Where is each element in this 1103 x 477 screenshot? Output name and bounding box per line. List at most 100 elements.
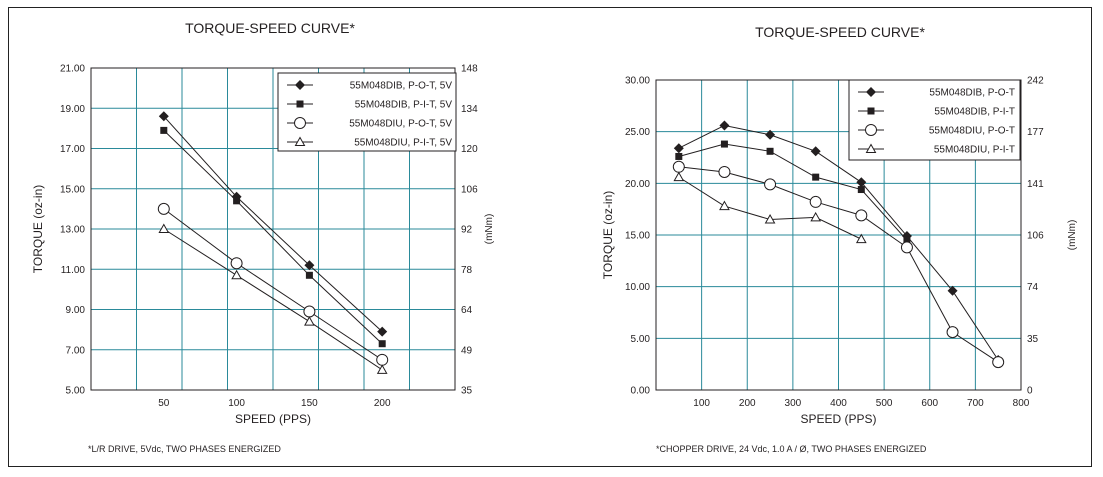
data-point (376, 353, 389, 366)
y-tick-label: 7.00 (66, 345, 86, 356)
data-point (809, 195, 822, 208)
series-line (678, 166, 999, 363)
series-3 (157, 202, 389, 366)
data-point (157, 202, 170, 215)
x-tick-label: 300 (785, 398, 802, 409)
data-point (672, 160, 685, 173)
chart-2: TORQUE-SPEED CURVE* 100 200 300 400 500 600 700… (601, 24, 1078, 454)
legend: 55M048DIB, P-O-T 55M048DIB, P-I-T 55M048DI… (848, 79, 1021, 161)
x-axis-label: SPEED (PPS) (800, 412, 876, 426)
chart-footnote: *L/R DRIVE, 5Vdc, TWO PHASES ENERGIZED (88, 444, 281, 454)
data-point (673, 143, 684, 154)
series-line (163, 130, 383, 345)
plot-area-border (90, 67, 456, 391)
data-point (675, 152, 683, 160)
y-tick-label: 0.00 (631, 386, 651, 397)
x-tick-label: 200 (374, 398, 391, 409)
legend-marker (866, 87, 876, 97)
y2-tick-label: 106 (1027, 231, 1044, 242)
y2-tick-label: 106 (461, 184, 478, 195)
data-point (230, 257, 243, 270)
x-tick-label: 100 (228, 398, 245, 409)
y-tick-label: 9.00 (66, 305, 86, 316)
figure-frame (8, 7, 1092, 467)
y-tick-label: 20.00 (625, 179, 650, 190)
x-tick-label: 400 (830, 398, 847, 409)
legend-label: 55M048DIU, P-O-T, 5V (349, 119, 452, 130)
data-point (812, 173, 820, 181)
data-point (764, 213, 776, 224)
data-point (900, 241, 913, 254)
y-tick-label: 19.00 (60, 104, 85, 115)
legend-marker (294, 136, 306, 146)
x-tick-label: 100 (693, 398, 710, 409)
x-tick-label: 50 (158, 398, 170, 409)
y2-axis-label: (mNm) (1067, 220, 1078, 251)
legend-label: 55M048DIB, P-I-T, 5V (355, 100, 453, 111)
data-point (810, 211, 822, 222)
data-point (992, 356, 1005, 369)
data-point (305, 271, 313, 279)
y2-tick-label: 242 (1027, 76, 1044, 87)
legend-marker (867, 107, 875, 115)
data-point (766, 147, 774, 155)
data-point (855, 209, 868, 222)
data-point (720, 140, 728, 148)
series-line (678, 143, 908, 241)
x-tick-label: 500 (876, 398, 893, 409)
y-tick-label: 5.00 (631, 334, 651, 345)
y2-axis-label: (mNm) (484, 214, 495, 245)
legend-marker (294, 117, 306, 129)
data-point (857, 186, 865, 194)
legend-label: 55M048DIB, P-O-T, 5V (350, 81, 453, 92)
legend-marker (296, 100, 304, 108)
data-point (303, 305, 316, 318)
data-point (719, 200, 730, 211)
chart-title: TORQUE-SPEED CURVE* (185, 20, 355, 36)
data-point (810, 146, 821, 157)
data-point (158, 111, 169, 122)
x-tick-label: 800 (1013, 398, 1030, 409)
series-line (163, 115, 383, 333)
series-4 (158, 223, 388, 374)
legend: 55M048DIB, P-O-T, 5V 55M048DIB, P-I-T, 5V… (277, 72, 457, 152)
legend-marker (865, 143, 877, 153)
y-tick-label: 25.00 (625, 127, 650, 138)
data-point (304, 260, 315, 271)
series-3 (672, 160, 1005, 369)
y2-tick-label: 78 (461, 265, 473, 276)
x-tick-label: 150 (301, 398, 318, 409)
data-point (233, 197, 241, 205)
data-point (719, 120, 730, 131)
data-point (765, 129, 776, 140)
y-tick-label: 15.00 (60, 184, 85, 195)
x-tick-label: 200 (739, 398, 756, 409)
chart-title: TORQUE-SPEED CURVE* (755, 24, 925, 40)
y2-tick-label: 35 (461, 386, 473, 397)
legend-marker (865, 124, 877, 136)
data-point (158, 223, 170, 233)
data-point (856, 177, 867, 188)
y2-tick-label: 0 (1027, 386, 1033, 397)
y2-tick-label: 177 (1027, 127, 1044, 138)
series-2 (675, 140, 911, 244)
data-point (231, 269, 242, 280)
y-tick-label: 10.00 (625, 282, 650, 293)
series-4 (673, 171, 867, 244)
data-point (855, 233, 867, 244)
data-point (376, 364, 388, 374)
x-tick-label: 600 (921, 398, 938, 409)
plot-area-border (655, 79, 1022, 391)
y2-tick-label: 64 (461, 305, 473, 316)
data-point (947, 285, 958, 296)
legend-label: 55M048DIU, P-O-T (929, 126, 1015, 137)
y2-tick-label: 92 (461, 225, 473, 236)
x-axis-label: SPEED (PPS) (235, 412, 311, 426)
y-tick-label: 11.00 (61, 265, 86, 276)
legend-label: 55M048DIB, P-I-T (934, 107, 1015, 118)
legend-box (277, 72, 457, 152)
y2-tick-label: 148 (461, 64, 478, 75)
series-line (678, 124, 999, 361)
y-tick-label: 13.00 (60, 225, 85, 236)
